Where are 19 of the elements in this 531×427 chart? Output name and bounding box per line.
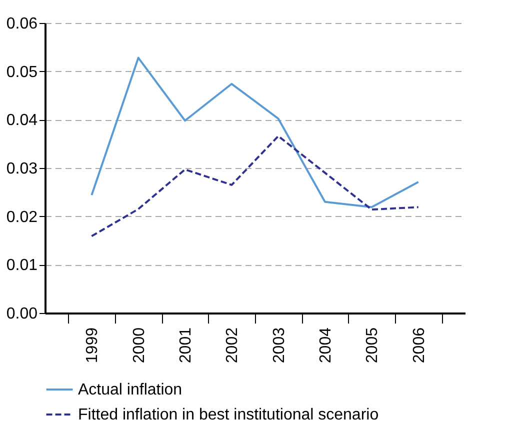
line-series xyxy=(90,56,420,208)
y-tick-label: 0.06 xyxy=(6,16,38,32)
y-tick-label: 0.05 xyxy=(6,64,38,81)
x-tick-label: 2004 xyxy=(318,327,334,364)
x-tick-label: 2001 xyxy=(178,327,194,364)
x-tick-label: 1999 xyxy=(84,327,102,364)
legend-label: Fitted inflation in best institutional scenario xyxy=(78,406,379,424)
y-tick-label: 0.00 xyxy=(6,306,38,322)
y-tick-label: 0.01 xyxy=(6,257,38,274)
x-tick-label: 2006 xyxy=(410,327,428,364)
x-tick-label: 2003 xyxy=(270,327,288,364)
x-tick-label: 2002 xyxy=(224,327,242,364)
y-tick-label: 0.03 xyxy=(6,160,38,178)
legend-label: Actual inflation xyxy=(78,382,182,398)
x-tick-label: 2005 xyxy=(364,327,382,364)
x-tick-label: 2000 xyxy=(130,327,148,364)
line-series xyxy=(90,135,420,238)
y-tick-label: 0.02 xyxy=(6,208,38,226)
y-tick-label: 0.04 xyxy=(6,112,38,130)
